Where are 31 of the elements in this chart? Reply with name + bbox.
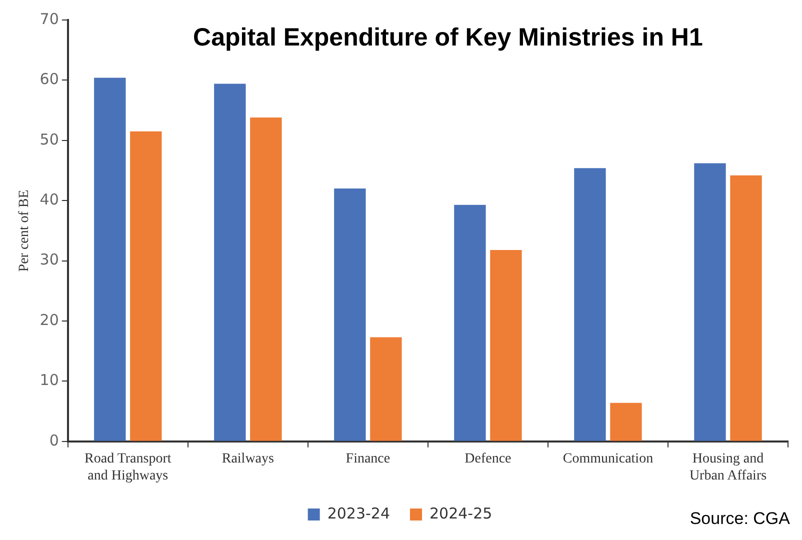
- legend-label: 2023-24: [327, 504, 390, 522]
- bar: [730, 175, 762, 441]
- bar: [694, 163, 726, 441]
- bar: [574, 168, 606, 441]
- bar: [130, 131, 162, 441]
- legend-label: 2024-25: [430, 504, 492, 522]
- x-tick-label: Housing and Urban Affairs: [689, 451, 767, 484]
- y-tick-label: 30: [40, 250, 59, 269]
- y-tick-label: 60: [40, 70, 59, 88]
- y-axis-title: Per cent of BE: [17, 190, 32, 272]
- x-tick-label: Railways: [222, 451, 274, 466]
- bar: [370, 337, 402, 441]
- x-tick-label: Finance: [346, 451, 390, 466]
- x-tick-label: Defence: [464, 451, 512, 466]
- bar: [214, 84, 246, 441]
- x-tick-label: Road Transport and Highways: [84, 451, 172, 484]
- bar: [94, 78, 126, 441]
- bar: [454, 204, 486, 441]
- x-tick-label: Communication: [562, 451, 654, 466]
- bar: [490, 250, 522, 441]
- y-tick-label: 50: [40, 130, 59, 148]
- y-tick-label: 20: [40, 310, 59, 329]
- bar: [334, 188, 366, 441]
- bar: [250, 118, 282, 441]
- y-tick-label: 10: [40, 371, 59, 390]
- y-tick-label: 40: [40, 190, 59, 208]
- chart-title: Capital Expenditure of Key Ministries in H1: [193, 23, 703, 52]
- bar: [610, 402, 642, 441]
- y-tick-label: 0: [49, 431, 59, 450]
- source-note: Source: CGA: [690, 509, 791, 528]
- y-tick-label: 70: [40, 10, 59, 28]
